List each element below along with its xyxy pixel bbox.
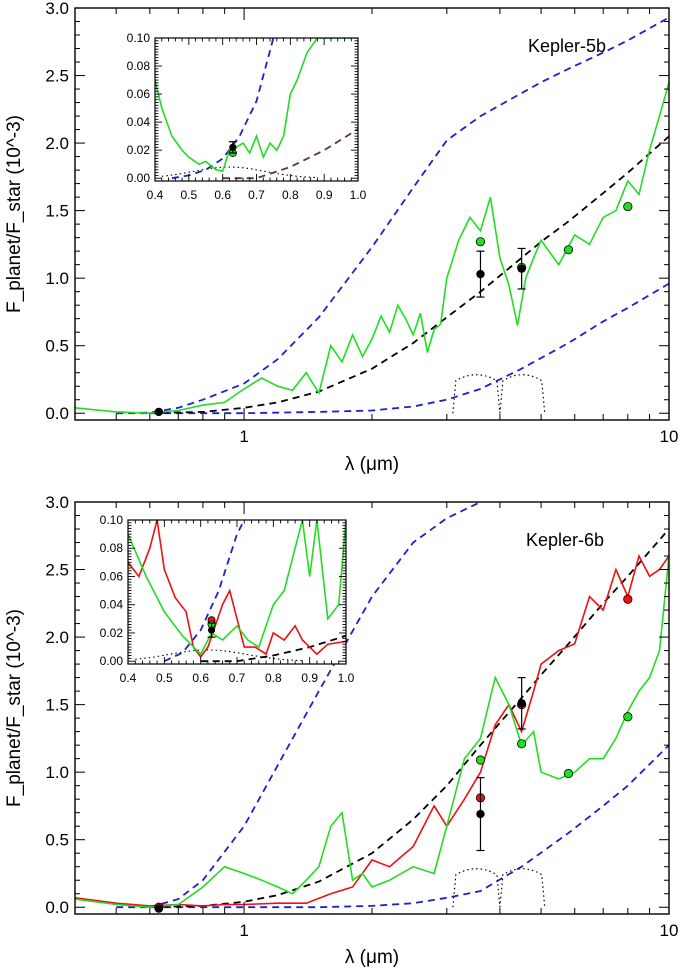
series-line-spectrum-green	[128, 520, 346, 656]
inset-y-tick-label: 0.04	[100, 598, 124, 612]
y-tick-label: 2.0	[45, 134, 69, 153]
inset-x-tick-label: 0.5	[156, 671, 173, 685]
data-point-band-integrated-model-green	[623, 712, 633, 722]
data-point-observed	[154, 407, 164, 417]
inset-x-tick-label: 0.5	[180, 188, 197, 202]
data-point-observed	[229, 143, 237, 151]
x-tick-label: 1	[239, 921, 248, 940]
panel-label: Kepler-5b	[528, 36, 606, 56]
inset-y-tick-label: 0.10	[100, 513, 124, 527]
x-tick-label: 10	[660, 921, 679, 940]
inset-x-tick-label: 0.6	[192, 671, 209, 685]
inset-x-tick-label: 1.0	[338, 671, 355, 685]
inset-y-tick-label: 0.08	[127, 59, 151, 73]
y-tick-label: 2.5	[45, 67, 69, 86]
bandpass-curve	[452, 868, 501, 908]
series-line-blackbody-upper	[149, 502, 483, 909]
inset-x-tick-label: 0.8	[282, 188, 299, 202]
data-point-band-integrated-model-red	[623, 594, 633, 604]
data-point-band-integrated-model	[563, 245, 574, 255]
x-tick-label: 10	[660, 427, 679, 446]
inset-x-tick-label: 0.8	[265, 671, 282, 685]
y-tick-label: 2.5	[45, 561, 69, 580]
inset-y-tick-label: 0.04	[127, 115, 151, 129]
series-line-blackbody-lower	[116, 282, 669, 415]
panel-label: Kepler-6b	[526, 530, 604, 550]
inset-bandpass-curve	[135, 649, 303, 662]
y-tick-label: 1.0	[45, 269, 69, 288]
inset-x-tick-label: 1.0	[350, 188, 367, 202]
data-point-observed	[207, 626, 216, 634]
data-point-band-integrated-model	[475, 237, 486, 247]
y-axis-title: F_planet/F_star (10^-3)	[4, 609, 25, 807]
inset-x-tick-label: 0.7	[229, 671, 246, 685]
y-tick-label: 2.0	[45, 628, 69, 647]
series-line-spectrum	[155, 38, 358, 173]
inset-x-tick-label: 0.6	[214, 188, 231, 202]
series-line-model	[149, 528, 669, 909]
inset-plot: 0.00 0.02 0.04 0.06 0.08 0.10 0.4 0.5 0.6 0.7 0.8 0…	[127, 31, 367, 202]
data-point-band-integrated-model-green	[475, 755, 486, 765]
inset-y-tick-label: 0.00	[100, 654, 124, 668]
y-tick-label: 1.0	[45, 763, 69, 782]
panel-kepler-6b: 0.0 0.5 1.0 1.5 2.0 2.5 3.0 1 10 λ (μm) F_planet/F…	[4, 493, 679, 968]
inset-y-tick-label: 0.00	[127, 171, 151, 185]
inset-y-tick-label: 0.10	[127, 31, 151, 45]
data-point-observed	[517, 264, 526, 273]
inset-y-tick-label: 0.06	[100, 569, 124, 583]
data-point-observed	[517, 699, 526, 708]
bandpass-curve	[499, 374, 546, 414]
x-axis-title: λ (μm)	[345, 947, 399, 968]
inset-y-tick-label: 0.02	[100, 626, 124, 640]
data-point-band-integrated-model-green	[563, 768, 574, 779]
y-tick-label: 1.5	[45, 696, 69, 715]
series-line-spectrum	[75, 82, 669, 415]
data-point-observed	[476, 809, 485, 819]
bandpass-curve	[452, 374, 501, 414]
inset-x-tick-label: 0.4	[120, 671, 137, 685]
y-axis-title: F_planet/F_star (10^-3)	[4, 115, 25, 313]
series-line-spectrum-red	[75, 553, 669, 907]
y-tick-label: 1.5	[45, 202, 69, 221]
inset-x-tick-label: 0.7	[248, 188, 265, 202]
series-line-spectrum-red	[128, 520, 346, 659]
data-point-observed	[476, 269, 485, 279]
bandpass-curve	[499, 868, 546, 908]
y-tick-label: 0.0	[45, 898, 69, 917]
inset-x-tick-label: 0.9	[301, 671, 318, 685]
series-line-model	[149, 135, 669, 415]
series-line-model	[222, 128, 358, 180]
panel-kepler-5b: 0.0 0.5 1.0 1.5 2.0 2.5 3.0 1 10 λ (μm) F_planet/F…	[4, 0, 678, 475]
series-line-spectrum-green	[75, 555, 669, 909]
y-tick-label: 3.0	[45, 0, 69, 18]
inset-y-tick-label: 0.02	[127, 143, 151, 157]
data-point-observed	[154, 904, 164, 913]
data-point-band-integrated-model-green	[517, 739, 527, 749]
inset-bandpass-curve	[161, 166, 318, 179]
series-line-blackbody-lower	[116, 744, 669, 909]
series-line-blackbody-upper	[163, 520, 246, 663]
y-tick-label: 3.0	[45, 493, 69, 512]
y-tick-label: 0.5	[45, 831, 69, 850]
inset-plot: 0.00 0.02 0.04 0.06 0.08 0.10 0.4 0.5 0.6 0.7 0.8 0…	[100, 513, 355, 685]
inset-x-tick-label: 0.9	[316, 188, 333, 202]
series-line-model	[200, 634, 346, 663]
inset-background	[155, 38, 358, 181]
y-tick-label: 0.0	[45, 404, 69, 423]
inset-y-tick-label: 0.06	[127, 87, 151, 101]
inset-x-tick-label: 0.4	[147, 188, 164, 202]
inset-background	[128, 520, 346, 664]
inset-y-tick-label: 0.08	[100, 541, 124, 555]
series-line-blackbody-upper	[116, 16, 669, 415]
x-tick-label: 1	[239, 427, 248, 446]
y-tick-label: 0.5	[45, 337, 69, 356]
data-point-band-integrated-model	[623, 201, 633, 212]
x-axis-title: λ (μm)	[345, 454, 399, 475]
